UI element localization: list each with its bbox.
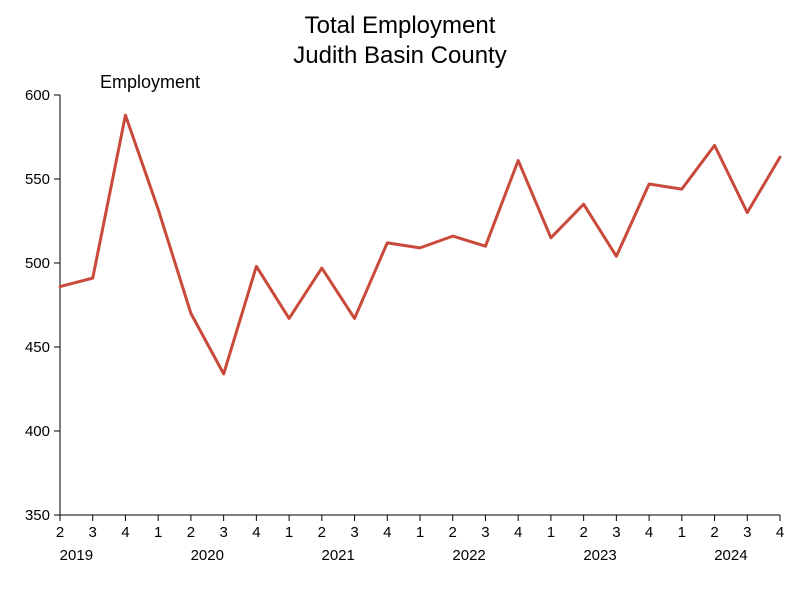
x-year-label: 2019 <box>60 547 93 564</box>
y-tick-label: 450 <box>25 339 50 356</box>
x-year-label: 2021 <box>321 547 354 564</box>
employment-line-chart: Total Employment Judith Basin County Emp… <box>0 0 800 600</box>
x-quarter-label: 1 <box>285 524 293 541</box>
x-quarter-label: 3 <box>743 524 751 541</box>
x-year-label: 2020 <box>191 547 224 564</box>
x-quarter-label: 1 <box>154 524 162 541</box>
x-quarter-label: 3 <box>219 524 227 541</box>
x-quarter-label: 2 <box>449 524 457 541</box>
x-quarter-label: 3 <box>481 524 489 541</box>
x-year-label: 2023 <box>583 547 616 564</box>
x-quarter-label: 2 <box>579 524 587 541</box>
x-quarter-label: 3 <box>350 524 358 541</box>
x-quarter-label: 3 <box>89 524 97 541</box>
x-quarter-label: 4 <box>514 524 522 541</box>
y-tick-label: 550 <box>25 171 50 188</box>
x-quarter-label: 4 <box>121 524 129 541</box>
x-quarter-label: 4 <box>252 524 260 541</box>
x-quarter-label: 2 <box>318 524 326 541</box>
chart-svg: 350 400 450 500 550 600 2 3 4 1 2 3 4 1 2 3 4 1 2 3 4 1 2 3 4 1 2 3… <box>0 0 800 600</box>
x-quarter-label: 4 <box>383 524 391 541</box>
x-year-label: 2022 <box>452 547 485 564</box>
y-tick-label: 600 <box>25 87 50 104</box>
x-quarter-label: 2 <box>710 524 718 541</box>
x-quarter-label: 2 <box>187 524 195 541</box>
x-quarter-label: 1 <box>678 524 686 541</box>
employment-line <box>60 115 780 374</box>
x-quarter-label: 1 <box>547 524 555 541</box>
x-year-label: 2024 <box>714 547 747 564</box>
x-quarter-label: 2 <box>56 524 64 541</box>
y-tick-label: 350 <box>25 507 50 524</box>
y-tick-label: 400 <box>25 423 50 440</box>
x-quarter-label: 3 <box>612 524 620 541</box>
x-quarter-label: 4 <box>776 524 784 541</box>
y-tick-label: 500 <box>25 255 50 272</box>
x-quarter-label: 4 <box>645 524 653 541</box>
x-quarter-label: 1 <box>416 524 424 541</box>
